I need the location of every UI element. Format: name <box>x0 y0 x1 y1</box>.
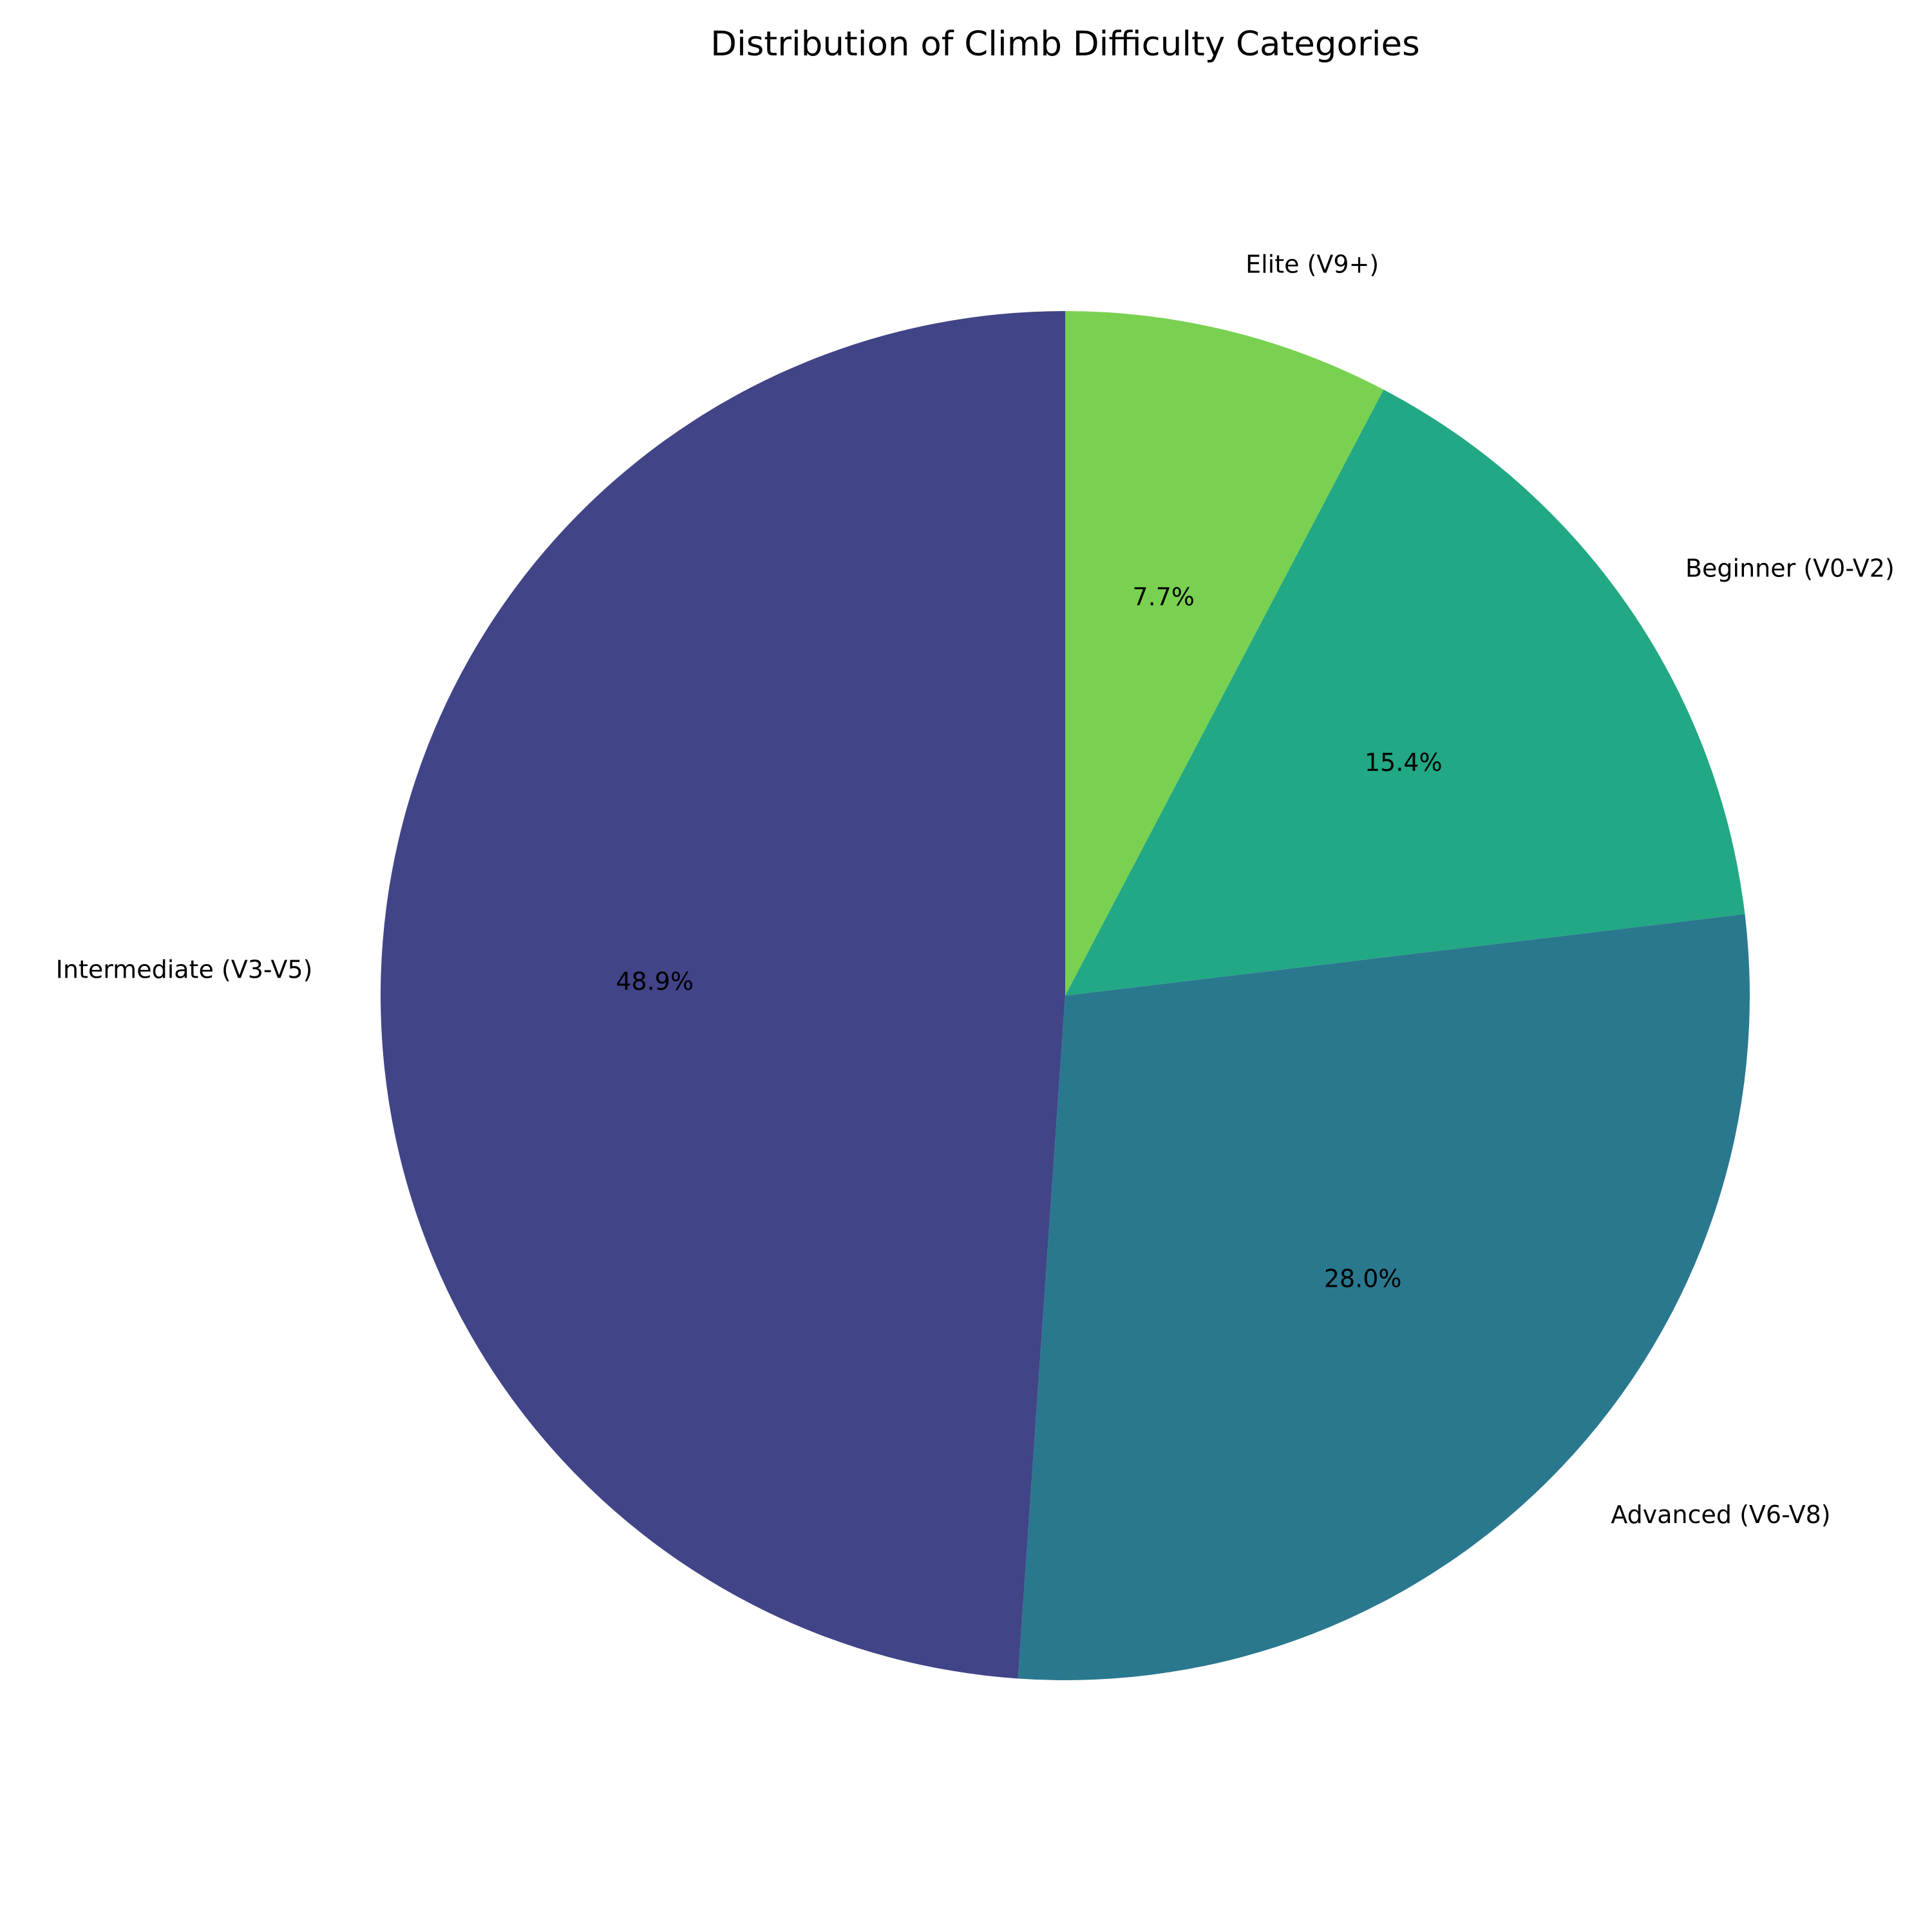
pie-percent-label: 15.4% <box>1365 748 1443 777</box>
pie-slices <box>380 311 1750 1680</box>
pie-percent-label: 48.9% <box>616 967 694 996</box>
pie-category-label: Intermediate (V3-V5) <box>56 956 313 984</box>
pie-slice-3 <box>380 311 1065 1679</box>
pie-category-label: Elite (V9+) <box>1245 251 1379 279</box>
pie-percent-label: 28.0% <box>1324 1265 1402 1293</box>
pie-slice-2 <box>1018 914 1750 1680</box>
chart-title: Distribution of Climb Difficulty Categor… <box>710 24 1419 64</box>
pie-slice-1 <box>1065 389 1745 996</box>
pie-labels: 7.7% Elite (V9+) 15.4% Beginner (V0-V2) 28.0… <box>56 251 1895 1529</box>
pie-category-label: Advanced (V6-V8) <box>1611 1501 1830 1529</box>
pie-slice-0 <box>1065 311 1384 996</box>
pie-percent-label: 7.7% <box>1133 583 1195 611</box>
pie-category-label: Beginner (V0-V2) <box>1685 554 1895 583</box>
